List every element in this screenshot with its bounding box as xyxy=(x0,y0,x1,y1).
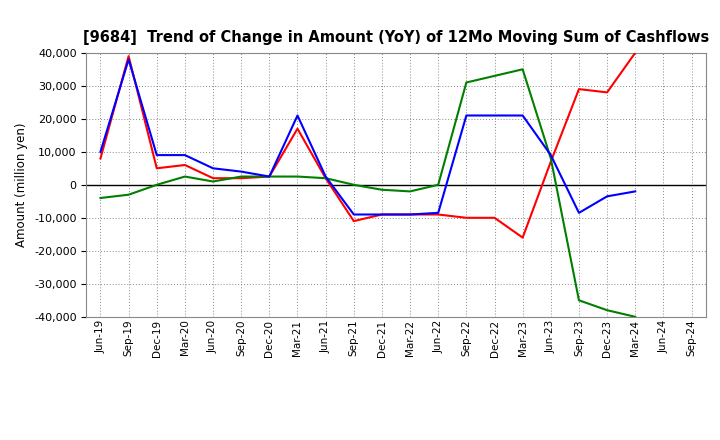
Free Cashflow xyxy=(237,169,246,174)
Free Cashflow xyxy=(631,189,639,194)
Operating Cashflow xyxy=(546,159,555,164)
Operating Cashflow xyxy=(575,86,583,92)
Free Cashflow xyxy=(490,113,499,118)
Operating Cashflow xyxy=(293,126,302,131)
Free Cashflow xyxy=(603,194,611,199)
Investing Cashflow xyxy=(462,80,471,85)
Operating Cashflow xyxy=(434,212,443,217)
Investing Cashflow xyxy=(546,156,555,161)
Free Cashflow xyxy=(377,212,386,217)
Operating Cashflow xyxy=(462,215,471,220)
Investing Cashflow xyxy=(631,314,639,319)
Free Cashflow xyxy=(462,113,471,118)
Free Cashflow xyxy=(518,113,527,118)
Free Cashflow xyxy=(209,165,217,171)
Operating Cashflow xyxy=(518,235,527,240)
Operating Cashflow xyxy=(209,176,217,181)
Investing Cashflow xyxy=(181,174,189,179)
Investing Cashflow xyxy=(96,195,105,201)
Investing Cashflow xyxy=(575,297,583,303)
Free Cashflow xyxy=(265,174,274,179)
Line: Operating Cashflow: Operating Cashflow xyxy=(101,53,635,238)
Operating Cashflow xyxy=(603,90,611,95)
Free Cashflow xyxy=(406,212,415,217)
Title: [9684]  Trend of Change in Amount (YoY) of 12Mo Moving Sum of Cashflows: [9684] Trend of Change in Amount (YoY) o… xyxy=(83,29,709,45)
Line: Free Cashflow: Free Cashflow xyxy=(101,59,635,214)
Free Cashflow xyxy=(321,174,330,179)
Operating Cashflow xyxy=(349,218,358,224)
Investing Cashflow xyxy=(237,174,246,179)
Free Cashflow xyxy=(575,210,583,216)
Investing Cashflow xyxy=(321,176,330,181)
Operating Cashflow xyxy=(377,212,386,217)
Free Cashflow xyxy=(293,113,302,118)
Investing Cashflow xyxy=(293,174,302,179)
Investing Cashflow xyxy=(406,189,415,194)
Free Cashflow xyxy=(546,152,555,158)
Operating Cashflow xyxy=(96,156,105,161)
Operating Cashflow xyxy=(153,165,161,171)
Free Cashflow xyxy=(153,152,161,158)
Operating Cashflow xyxy=(406,212,415,217)
Free Cashflow xyxy=(125,57,133,62)
Free Cashflow xyxy=(434,210,443,216)
Operating Cashflow xyxy=(321,176,330,181)
Free Cashflow xyxy=(181,152,189,158)
Investing Cashflow xyxy=(153,182,161,187)
Investing Cashflow xyxy=(490,73,499,78)
Investing Cashflow xyxy=(125,192,133,197)
Operating Cashflow xyxy=(181,162,189,168)
Line: Investing Cashflow: Investing Cashflow xyxy=(101,69,635,317)
Investing Cashflow xyxy=(518,66,527,72)
Investing Cashflow xyxy=(603,308,611,313)
Investing Cashflow xyxy=(265,174,274,179)
Investing Cashflow xyxy=(377,187,386,192)
Operating Cashflow xyxy=(237,176,246,181)
Free Cashflow xyxy=(349,212,358,217)
Operating Cashflow xyxy=(490,215,499,220)
Operating Cashflow xyxy=(265,174,274,179)
Investing Cashflow xyxy=(434,182,443,187)
Operating Cashflow xyxy=(125,53,133,59)
Operating Cashflow xyxy=(631,50,639,55)
Investing Cashflow xyxy=(209,179,217,184)
Free Cashflow xyxy=(96,149,105,154)
Investing Cashflow xyxy=(349,182,358,187)
Y-axis label: Amount (million yen): Amount (million yen) xyxy=(16,123,29,247)
